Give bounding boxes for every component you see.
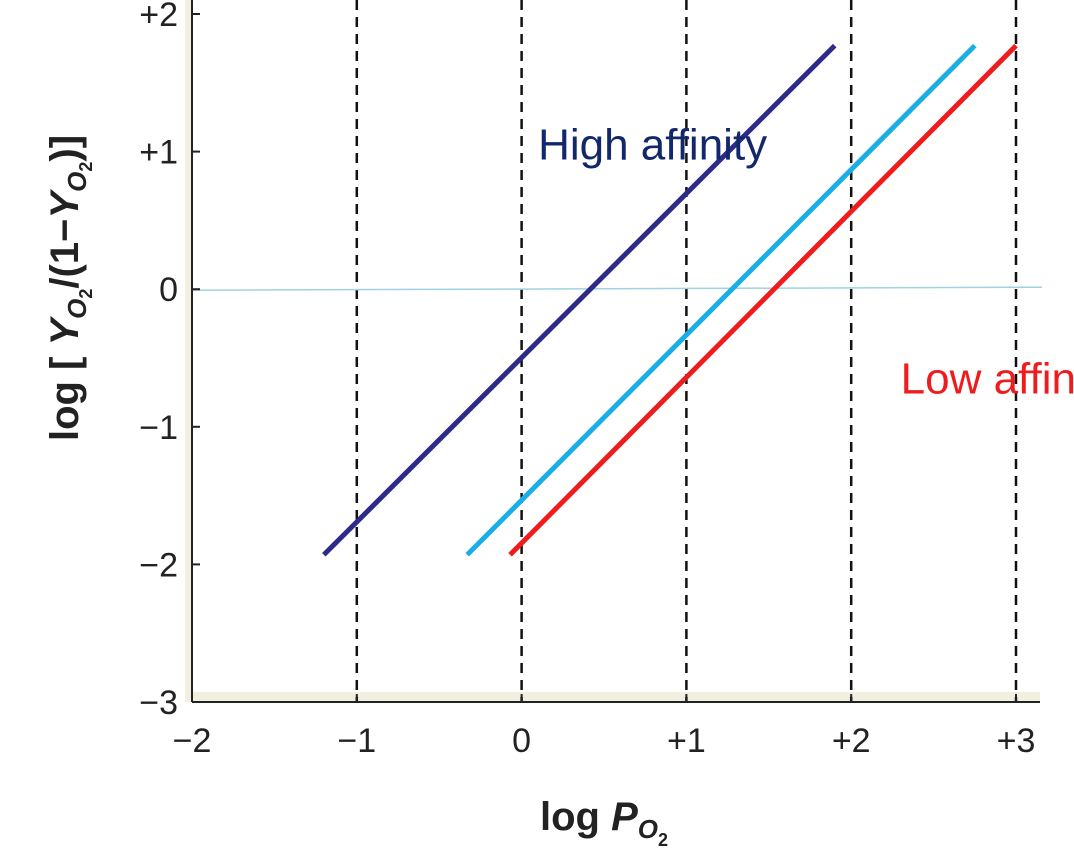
- y-axis-title-y2: Y: [43, 189, 87, 219]
- series-line-1: [322, 43, 837, 557]
- series-lines: [322, 43, 1018, 557]
- x-tick-label: −1: [337, 722, 376, 760]
- plot-area: [192, 0, 1040, 692]
- x-axis-title-var: P: [611, 795, 638, 839]
- x-axis-title-sub: O: [638, 814, 658, 844]
- x-axis-title-main: log: [540, 795, 611, 839]
- y-axis-title-mid: /(1−: [43, 219, 87, 289]
- y-axis-title: log [ YO2/(1−YO2)]: [43, 135, 96, 441]
- annotation-1: High affinity: [538, 121, 767, 170]
- series-line-2: [465, 43, 977, 557]
- y-axis-title-subsub2: 2: [76, 162, 96, 172]
- x-tick-label: +3: [997, 722, 1036, 760]
- y-tick-label: −1: [139, 409, 178, 447]
- annotation-2: Low affinity: [901, 355, 1074, 404]
- x-tick-label: 0: [512, 722, 531, 760]
- y-tick-label: 0: [159, 271, 178, 309]
- y-axis-title-pre: log [: [43, 346, 87, 442]
- y-axis-ticks: −3 −2 −1 0 +1 +2: [139, 0, 200, 722]
- gridlines: [355, 0, 1018, 702]
- y-axis-title-subsub: 2: [76, 289, 96, 299]
- series-line-3: [508, 43, 1018, 557]
- y-axis-title-sub2: O: [62, 172, 92, 192]
- x-tick-label: +2: [832, 722, 871, 760]
- annotations: High affinity Low affinity: [538, 121, 1074, 404]
- y-axis-title-y: Y: [43, 316, 87, 346]
- x-axis-ticks: −2 −1 0 +1 +2 +3: [173, 694, 1036, 760]
- y-tick-label: +1: [139, 134, 178, 172]
- x-tick-label: +1: [667, 722, 706, 760]
- y-tick-label: −2: [139, 546, 178, 584]
- y-tick-label: −3: [139, 684, 178, 722]
- y-axis-title-post: )]: [43, 135, 87, 162]
- zero-reference-line: [191, 286, 1043, 291]
- y-tick-label: +2: [139, 0, 178, 34]
- x-tick-label: −2: [173, 722, 212, 760]
- axes: [191, 0, 1040, 703]
- x-axis-title: log PO2: [540, 795, 668, 850]
- x-axis-title-subsub: 2: [658, 830, 668, 850]
- y-axis-title-sub: O: [62, 299, 92, 319]
